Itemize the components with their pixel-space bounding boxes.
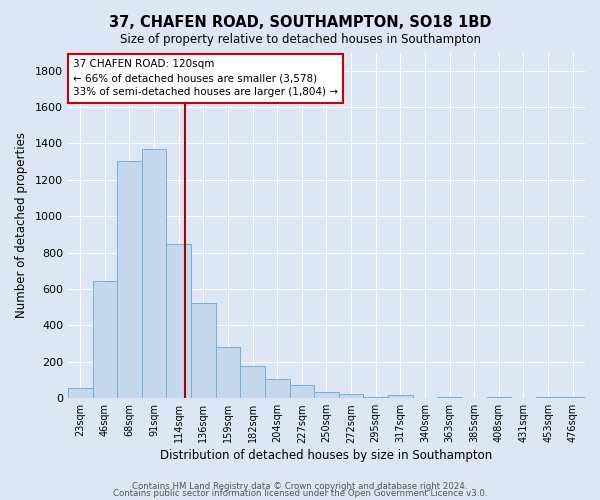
Bar bbox=[92, 281, 117, 398]
Bar bbox=[68, 388, 92, 398]
Y-axis label: Number of detached properties: Number of detached properties bbox=[15, 132, 28, 318]
X-axis label: Distribution of detached houses by size in Southampton: Distribution of detached houses by size … bbox=[160, 450, 493, 462]
Bar bbox=[142, 149, 166, 398]
Bar bbox=[166, 244, 191, 398]
Text: 37 CHAFEN ROAD: 120sqm
← 66% of detached houses are smaller (3,578)
33% of semi-: 37 CHAFEN ROAD: 120sqm ← 66% of detached… bbox=[73, 60, 338, 98]
Bar bbox=[339, 394, 364, 398]
Bar bbox=[240, 366, 265, 398]
Text: Contains HM Land Registry data © Crown copyright and database right 2024.: Contains HM Land Registry data © Crown c… bbox=[132, 482, 468, 491]
Text: Contains public sector information licensed under the Open Government Licence v3: Contains public sector information licen… bbox=[113, 490, 487, 498]
Bar bbox=[215, 347, 240, 398]
Bar bbox=[388, 396, 413, 398]
Bar bbox=[290, 386, 314, 398]
Bar bbox=[314, 392, 339, 398]
Text: Size of property relative to detached houses in Southampton: Size of property relative to detached ho… bbox=[119, 32, 481, 46]
Bar bbox=[117, 161, 142, 398]
Bar bbox=[191, 302, 215, 398]
Bar bbox=[265, 379, 290, 398]
Text: 37, CHAFEN ROAD, SOUTHAMPTON, SO18 1BD: 37, CHAFEN ROAD, SOUTHAMPTON, SO18 1BD bbox=[109, 15, 491, 30]
